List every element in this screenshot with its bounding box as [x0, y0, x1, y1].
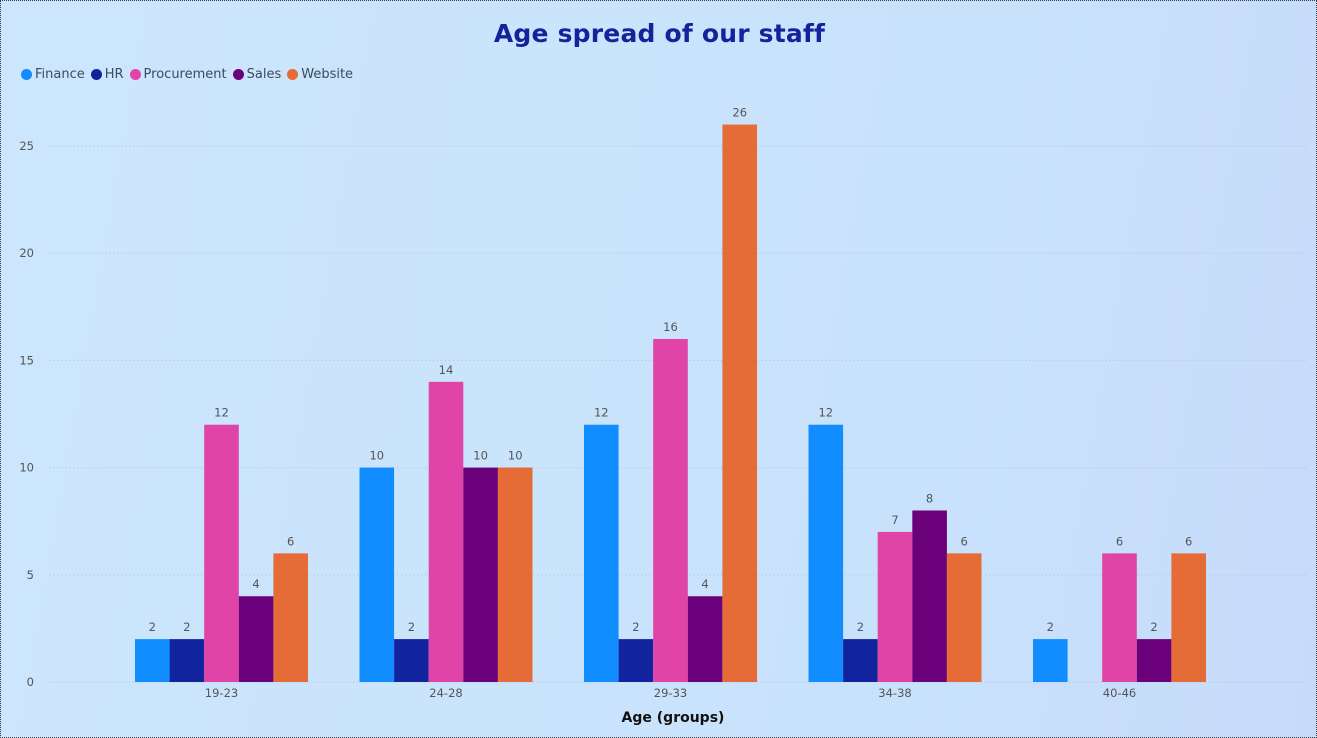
bar-website-29-33 — [722, 124, 757, 682]
data-label: 4 — [701, 577, 708, 591]
bar-website-24-28 — [497, 467, 533, 682]
data-label: 6 — [1116, 534, 1123, 548]
data-label: 12 — [818, 406, 833, 420]
data-label: 2 — [1150, 620, 1157, 634]
y-tick-label: 10 — [19, 461, 34, 475]
bar-finance-24-28 — [359, 467, 395, 682]
legend-label: Website — [301, 66, 354, 82]
data-label: 6 — [961, 534, 968, 548]
bar-hr-24-28 — [394, 639, 429, 682]
bar-hr-34-38 — [843, 639, 878, 682]
data-label: 4 — [252, 577, 259, 591]
data-label: 10 — [473, 449, 488, 463]
data-label: 6 — [287, 534, 294, 548]
bar-finance-29-33 — [584, 424, 619, 682]
data-label: 2 — [1047, 620, 1054, 634]
data-label: 26 — [732, 106, 747, 120]
legend-label: HR — [104, 66, 124, 82]
data-label: 2 — [183, 620, 190, 634]
legend-swatch-icon — [21, 68, 32, 80]
legend-item-finance[interactable]: Finance — [21, 67, 85, 82]
data-label: 2 — [632, 620, 639, 634]
bar-finance-34-38 — [808, 424, 844, 682]
legend-item-procurement[interactable]: Procurement — [129, 66, 227, 82]
legend-swatch-icon — [90, 68, 102, 80]
bar-sales-40-46 — [1136, 639, 1172, 682]
bar-finance-40-46 — [1033, 639, 1068, 682]
x-tick-label: 29-33 — [654, 686, 687, 700]
data-label: 12 — [594, 406, 609, 420]
data-label: 2 — [857, 620, 864, 634]
legend-label: Finance — [35, 66, 85, 82]
data-label: 2 — [149, 620, 156, 634]
data-label: 16 — [663, 320, 678, 334]
x-tick-label: 24-28 — [429, 686, 462, 700]
legend-item-website[interactable]: Website — [287, 67, 353, 82]
legend-item-sales[interactable]: Sales — [232, 66, 282, 82]
x-axis-title: Age (groups) — [622, 710, 725, 726]
bar-website-40-46 — [1171, 553, 1206, 682]
legend-item-hr[interactable]: HR — [90, 66, 124, 82]
bar-finance-19-23 — [135, 639, 170, 682]
data-label: 2 — [408, 620, 415, 634]
chart-legend: Finance HR Procurement Sales Website — [21, 66, 359, 82]
bar-hr-29-33 — [618, 639, 654, 682]
legend-swatch-icon — [232, 68, 244, 80]
bar-procurement-40-46 — [1102, 553, 1137, 682]
data-label: 14 — [439, 363, 454, 377]
data-label: 7 — [891, 513, 898, 527]
data-label: 12 — [214, 406, 229, 420]
y-tick-label: 20 — [19, 246, 34, 260]
legend-label: Sales — [246, 66, 282, 82]
bar-procurement-24-28 — [428, 381, 464, 682]
bar-sales-24-28 — [463, 467, 498, 682]
x-tick-label: 40-46 — [1103, 686, 1136, 700]
x-tick-label: 19-23 — [205, 686, 238, 700]
bar-website-19-23 — [273, 553, 308, 682]
y-tick-label: 5 — [27, 568, 34, 582]
y-tick-label: 25 — [19, 139, 34, 153]
chart-title: Age spread of our staff — [493, 19, 826, 48]
bar-procurement-19-23 — [204, 424, 239, 682]
data-label: 10 — [369, 449, 384, 463]
legend-swatch-icon — [129, 68, 141, 80]
data-label: 6 — [1185, 534, 1192, 548]
bar-sales-34-38 — [912, 510, 947, 682]
bar-sales-29-33 — [687, 596, 723, 682]
bar-website-34-38 — [946, 553, 982, 682]
bar-sales-19-23 — [238, 596, 274, 682]
bar-procurement-34-38 — [877, 531, 913, 682]
y-tick-label: 15 — [19, 353, 34, 367]
bar-hr-19-23 — [169, 639, 205, 682]
y-tick-label: 0 — [27, 675, 34, 689]
data-label: 8 — [926, 491, 933, 505]
legend-label: Procurement — [143, 66, 227, 82]
data-label: 10 — [508, 449, 523, 463]
bar-procurement-29-33 — [653, 338, 688, 682]
x-tick-label: 34-38 — [878, 686, 911, 700]
legend-swatch-icon — [287, 68, 299, 80]
